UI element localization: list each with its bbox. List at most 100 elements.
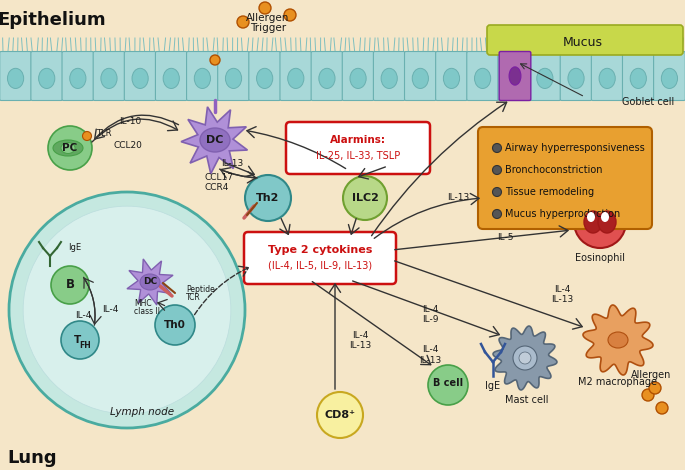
Text: M2 macrophage: M2 macrophage [579, 377, 658, 387]
Text: CD8⁺: CD8⁺ [325, 410, 356, 420]
Text: Tissue remodeling: Tissue remodeling [505, 187, 594, 197]
Circle shape [245, 175, 291, 221]
Text: CCL17: CCL17 [205, 173, 234, 182]
FancyBboxPatch shape [478, 127, 652, 229]
Circle shape [284, 9, 296, 21]
Ellipse shape [8, 68, 24, 88]
Text: Goblet cell: Goblet cell [622, 97, 674, 107]
Text: IL-13: IL-13 [349, 340, 371, 350]
FancyBboxPatch shape [436, 52, 467, 101]
Text: IL-4: IL-4 [553, 285, 570, 295]
Text: IL-9: IL-9 [422, 315, 438, 324]
Ellipse shape [70, 68, 86, 88]
FancyBboxPatch shape [31, 52, 62, 101]
Ellipse shape [163, 68, 179, 88]
Circle shape [237, 16, 249, 28]
Circle shape [259, 2, 271, 14]
Circle shape [428, 365, 468, 405]
Polygon shape [181, 107, 247, 174]
Ellipse shape [630, 68, 647, 88]
Text: Peptide: Peptide [186, 285, 215, 295]
Ellipse shape [200, 128, 230, 152]
Ellipse shape [587, 212, 595, 222]
FancyBboxPatch shape [124, 52, 156, 101]
Text: CCR4: CCR4 [205, 183, 229, 193]
Polygon shape [583, 305, 653, 375]
FancyBboxPatch shape [405, 52, 436, 101]
Ellipse shape [608, 332, 628, 348]
Ellipse shape [412, 68, 428, 88]
FancyBboxPatch shape [186, 52, 219, 101]
Ellipse shape [350, 68, 366, 88]
Text: TCR: TCR [186, 293, 201, 303]
Circle shape [51, 266, 89, 304]
Ellipse shape [443, 68, 460, 88]
Ellipse shape [475, 68, 490, 88]
FancyBboxPatch shape [373, 52, 405, 101]
Text: IL-13: IL-13 [551, 296, 573, 305]
Ellipse shape [225, 68, 242, 88]
Ellipse shape [381, 68, 397, 88]
Text: TLR: TLR [96, 130, 112, 139]
FancyBboxPatch shape [498, 52, 530, 101]
Circle shape [210, 55, 220, 65]
Circle shape [9, 192, 245, 428]
Ellipse shape [568, 68, 584, 88]
Text: Th2: Th2 [256, 193, 279, 203]
Text: Type 2 cytokines: Type 2 cytokines [268, 245, 372, 255]
Circle shape [317, 392, 363, 438]
Circle shape [343, 176, 387, 220]
Ellipse shape [509, 67, 521, 85]
Ellipse shape [53, 140, 83, 156]
Circle shape [493, 165, 501, 174]
Ellipse shape [506, 68, 522, 88]
Text: Alarmins:: Alarmins: [330, 135, 386, 145]
FancyBboxPatch shape [311, 52, 342, 101]
FancyBboxPatch shape [155, 52, 187, 101]
Circle shape [82, 132, 92, 141]
Text: T: T [75, 335, 82, 345]
Text: Epithelium: Epithelium [0, 11, 106, 29]
Text: (IL-4, IL-5, IL-9, IL-13): (IL-4, IL-5, IL-9, IL-13) [268, 261, 372, 271]
Text: Airway hyperresponsiveness: Airway hyperresponsiveness [505, 143, 645, 153]
FancyBboxPatch shape [560, 52, 592, 101]
FancyBboxPatch shape [249, 52, 280, 101]
Text: IL-10: IL-10 [119, 118, 141, 126]
Circle shape [574, 196, 626, 248]
Ellipse shape [598, 211, 616, 233]
Text: IL-4: IL-4 [352, 330, 368, 339]
Ellipse shape [132, 68, 148, 88]
FancyBboxPatch shape [487, 25, 683, 55]
Circle shape [649, 382, 661, 394]
FancyBboxPatch shape [499, 52, 531, 101]
Text: Trigger: Trigger [250, 23, 286, 33]
Text: IgE: IgE [68, 243, 81, 251]
Polygon shape [127, 259, 173, 305]
Circle shape [519, 352, 531, 364]
Circle shape [656, 402, 668, 414]
Circle shape [23, 206, 231, 414]
FancyBboxPatch shape [62, 52, 94, 101]
Ellipse shape [288, 68, 304, 88]
Circle shape [642, 389, 654, 401]
Circle shape [493, 188, 501, 196]
Text: DC: DC [206, 135, 224, 145]
FancyBboxPatch shape [244, 232, 396, 284]
FancyBboxPatch shape [653, 52, 685, 101]
Text: Mucus: Mucus [563, 36, 603, 48]
Text: ILC2: ILC2 [351, 193, 378, 203]
Ellipse shape [319, 68, 335, 88]
FancyBboxPatch shape [591, 52, 623, 101]
Text: Allergen: Allergen [631, 370, 671, 380]
Circle shape [155, 305, 195, 345]
FancyBboxPatch shape [466, 52, 499, 101]
Ellipse shape [601, 212, 609, 222]
Text: IL-4: IL-4 [422, 306, 438, 314]
FancyBboxPatch shape [218, 52, 249, 101]
Text: IL-5: IL-5 [497, 233, 513, 242]
FancyBboxPatch shape [342, 52, 374, 101]
Ellipse shape [101, 68, 117, 88]
FancyBboxPatch shape [0, 52, 685, 100]
Text: Lung: Lung [7, 449, 57, 467]
Text: Eosinophil: Eosinophil [575, 253, 625, 263]
